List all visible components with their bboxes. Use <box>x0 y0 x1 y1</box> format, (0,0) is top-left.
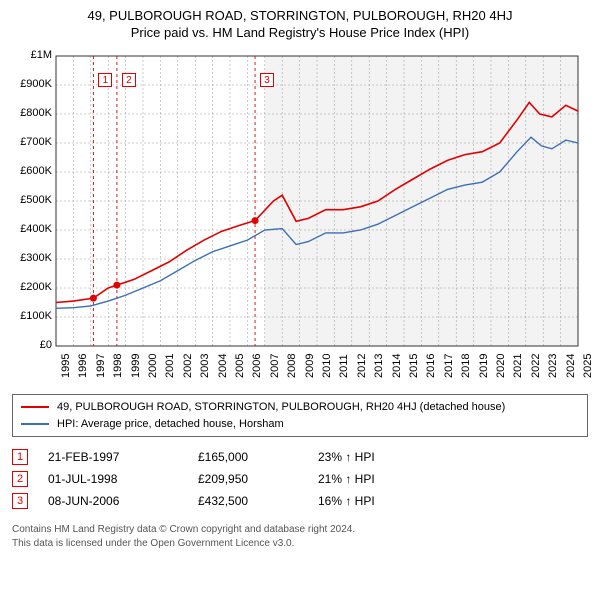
sale-marker-2: 2 <box>122 73 136 87</box>
legend-swatch <box>21 423 49 425</box>
sales-row: 2 01-JUL-1998 £209,950 21% ↑ HPI <box>12 471 588 487</box>
line-chart: £0£100K£200K£300K£400K£500K£600K£700K£80… <box>12 48 588 388</box>
sales-row-marker: 3 <box>12 493 28 509</box>
sales-row-pct: 21% ↑ HPI <box>318 472 428 486</box>
legend-swatch <box>21 406 49 408</box>
sales-row-pct: 23% ↑ HPI <box>318 450 428 464</box>
sales-row-price: £165,000 <box>198 450 298 464</box>
chart-subtitle: Price paid vs. HM Land Registry's House … <box>12 25 588 40</box>
sales-row: 1 21-FEB-1997 £165,000 23% ↑ HPI <box>12 449 588 465</box>
legend-item: 49, PULBOROUGH ROAD, STORRINGTON, PULBOR… <box>21 399 579 416</box>
sales-row-date: 08-JUN-2006 <box>48 494 178 508</box>
sale-marker-1: 1 <box>98 73 112 87</box>
sales-row-marker: 2 <box>12 471 28 487</box>
legend-label: HPI: Average price, detached house, Hors… <box>57 416 284 433</box>
sales-row-price: £432,500 <box>198 494 298 508</box>
legend-item: HPI: Average price, detached house, Hors… <box>21 416 579 433</box>
legend-label: 49, PULBOROUGH ROAD, STORRINGTON, PULBOR… <box>57 399 505 416</box>
footer-line-1: Contains HM Land Registry data © Crown c… <box>12 523 588 537</box>
sales-row-marker: 1 <box>12 449 28 465</box>
legend: 49, PULBOROUGH ROAD, STORRINGTON, PULBOR… <box>12 394 588 437</box>
sale-marker-3: 3 <box>260 73 274 87</box>
footer-line-2: This data is licensed under the Open Gov… <box>12 537 588 551</box>
chart-title: 49, PULBOROUGH ROAD, STORRINGTON, PULBOR… <box>12 8 588 23</box>
sales-row-date: 01-JUL-1998 <box>48 472 178 486</box>
sales-table: 1 21-FEB-1997 £165,000 23% ↑ HPI 2 01-JUL-199… <box>12 449 588 509</box>
sales-row-pct: 16% ↑ HPI <box>318 494 428 508</box>
sales-row: 3 08-JUN-2006 £432,500 16% ↑ HPI <box>12 493 588 509</box>
footer: Contains HM Land Registry data © Crown c… <box>12 523 588 550</box>
sales-row-price: £209,950 <box>198 472 298 486</box>
sale-marker-boxes: 12 3 <box>12 48 588 388</box>
sales-row-date: 21-FEB-1997 <box>48 450 178 464</box>
